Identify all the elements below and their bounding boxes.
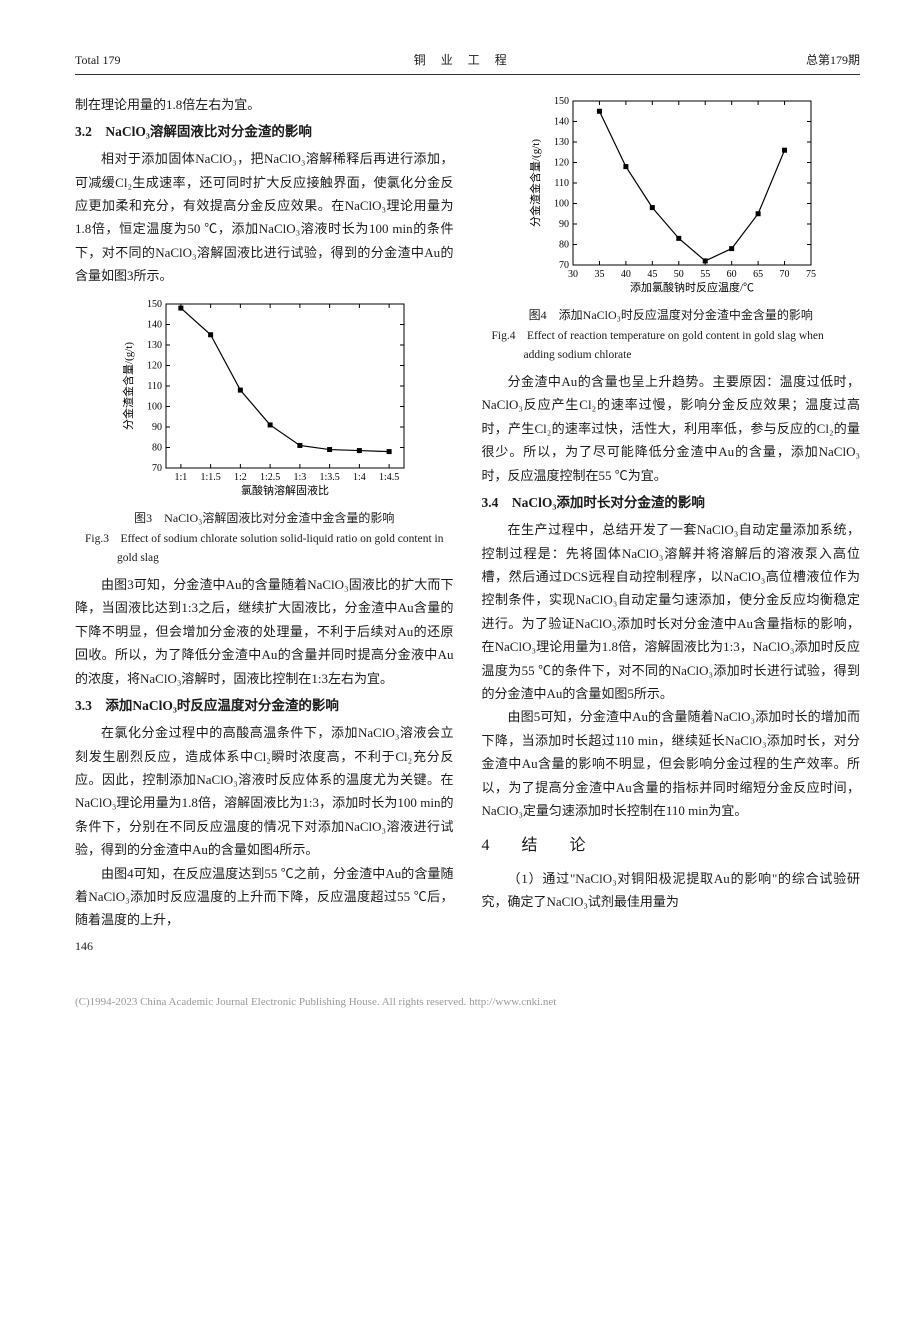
p-33-body2: 由图4可知，在反应温度达到55 ℃之前，分金渣中Au的含量随着NaClO₃添加时…	[75, 862, 454, 932]
svg-text:分金渣金含量/(g/t): 分金渣金含量/(g/t)	[121, 341, 135, 429]
svg-text:140: 140	[554, 116, 569, 127]
svg-text:70: 70	[779, 269, 789, 280]
svg-text:90: 90	[152, 422, 162, 433]
figure-3-caption-cn: 图3 NaClO₃溶解固液比对分金渣中金含量的影响	[75, 508, 454, 530]
svg-text:65: 65	[753, 269, 763, 280]
svg-text:50: 50	[674, 269, 684, 280]
svg-text:60: 60	[726, 269, 736, 280]
svg-text:1:3.5: 1:3.5	[320, 472, 340, 483]
svg-text:1:4.5: 1:4.5	[379, 472, 399, 483]
svg-text:120: 120	[554, 157, 569, 168]
svg-text:150: 150	[147, 299, 162, 310]
figure-3-chart: 70 80 90 100 110 120 130 140 150 1:1 1:1.5 1:2 1:2.5…	[114, 296, 414, 506]
page-number: 146	[75, 936, 454, 958]
section-3-4-title: 3.4 NaClO₃添加时长对分金渣的影响	[482, 491, 861, 515]
figure-4: 70 80 90 100 110 120 130 140 150 30 35 40 45 50 55 60 65…	[482, 93, 861, 364]
svg-text:1:1.5: 1:1.5	[201, 472, 221, 483]
svg-text:80: 80	[152, 442, 162, 453]
right-column: 70 80 90 100 110 120 130 140 150 30 35 40 45 50 55 60 65…	[482, 93, 861, 958]
p-4-body: （1）通过"NaClO₃对铜阳极泥提取Au的影响"的综合试验研究，确定了NaCl…	[482, 867, 861, 914]
p-34-body2: 由图5可知，分金渣中Au的含量随着NaClO₃添加时长的增加而下降，当添加时长超…	[482, 705, 861, 822]
svg-text:55: 55	[700, 269, 710, 280]
svg-text:120: 120	[147, 360, 162, 371]
figure-4-chart: 70 80 90 100 110 120 130 140 150 30 35 40 45 50 55 60 65…	[521, 93, 821, 303]
svg-text:1:2.5: 1:2.5	[260, 472, 280, 483]
svg-text:分金渣金含量/(g/t): 分金渣金含量/(g/t)	[528, 138, 542, 226]
header-right: 总第179期	[806, 50, 860, 72]
section-3-2-title: 3.2 NaClO₃溶解固液比对分金渣的影响	[75, 120, 454, 144]
page-header: Total 179 铜 业 工 程 总第179期	[75, 50, 860, 75]
section-3-3-title: 3.3 添加NaClO₃时反应温度对分金渣的影响	[75, 694, 454, 718]
svg-text:1:4: 1:4	[353, 472, 366, 483]
p-34-body: 在生产过程中，总结开发了一套NaClO₃自动定量添加系统，控制过程是：先将固体N…	[482, 518, 861, 705]
svg-text:30: 30	[568, 269, 578, 280]
svg-text:1:3: 1:3	[294, 472, 307, 483]
p-33-body: 在氯化分金过程中的高酸高温条件下，添加NaClO₃溶液会立刻发生剧烈反应，造成体…	[75, 721, 454, 861]
svg-text:110: 110	[148, 381, 163, 392]
svg-text:110: 110	[554, 178, 569, 189]
p-intro: 制在理论用量的1.8倍左右为宜。	[75, 93, 454, 116]
svg-text:1:2: 1:2	[234, 472, 247, 483]
svg-text:75: 75	[806, 269, 816, 280]
svg-text:100: 100	[554, 198, 569, 209]
svg-text:130: 130	[147, 340, 162, 351]
header-center: 铜 业 工 程	[414, 50, 513, 72]
figure-4-caption-cn: 图4 添加NaClO₃时反应温度对分金渣中金含量的影响	[482, 305, 861, 327]
footer: (C)1994-2023 China Academic Journal Elec…	[75, 993, 860, 1013]
left-column: 制在理论用量的1.8倍左右为宜。 3.2 NaClO₃溶解固液比对分金渣的影响 …	[75, 93, 454, 958]
p-33-cont: 分金渣中Au的含量也呈上升趋势。主要原因：温度过低时，NaClO₃反应产生Cl₂…	[482, 370, 861, 487]
svg-text:氯酸钠溶解固液比: 氯酸钠溶解固液比	[241, 483, 329, 497]
svg-text:40: 40	[621, 269, 631, 280]
section-4-title: 4 结 论	[482, 832, 861, 861]
svg-text:90: 90	[559, 219, 569, 230]
header-left: Total 179	[75, 50, 121, 72]
svg-text:35: 35	[594, 269, 604, 280]
svg-text:添加氯酸钠时反应温度/℃: 添加氯酸钠时反应温度/℃	[630, 280, 754, 294]
svg-text:70: 70	[152, 463, 162, 474]
svg-text:100: 100	[147, 401, 162, 412]
svg-text:1:1: 1:1	[175, 472, 188, 483]
svg-text:130: 130	[554, 137, 569, 148]
p-32-body: 相对于添加固体NaClO₃，把NaClO₃溶解稀释后再进行添加，可减缓Cl₂生成…	[75, 147, 454, 287]
svg-text:45: 45	[647, 269, 657, 280]
svg-text:140: 140	[147, 319, 162, 330]
figure-4-caption-en: Fig.4 Effect of reaction temperature on …	[482, 327, 861, 364]
svg-text:80: 80	[559, 239, 569, 250]
p-32-analysis: 由图3可知，分金渣中Au的含量随着NaClO₃固液比的扩大而下降，当固液比达到1…	[75, 573, 454, 690]
svg-text:150: 150	[554, 96, 569, 107]
figure-3-caption-en: Fig.3 Effect of sodium chlorate solution…	[75, 530, 454, 567]
figure-3: 70 80 90 100 110 120 130 140 150 1:1 1:1.5 1:2 1:2.5…	[75, 296, 454, 567]
